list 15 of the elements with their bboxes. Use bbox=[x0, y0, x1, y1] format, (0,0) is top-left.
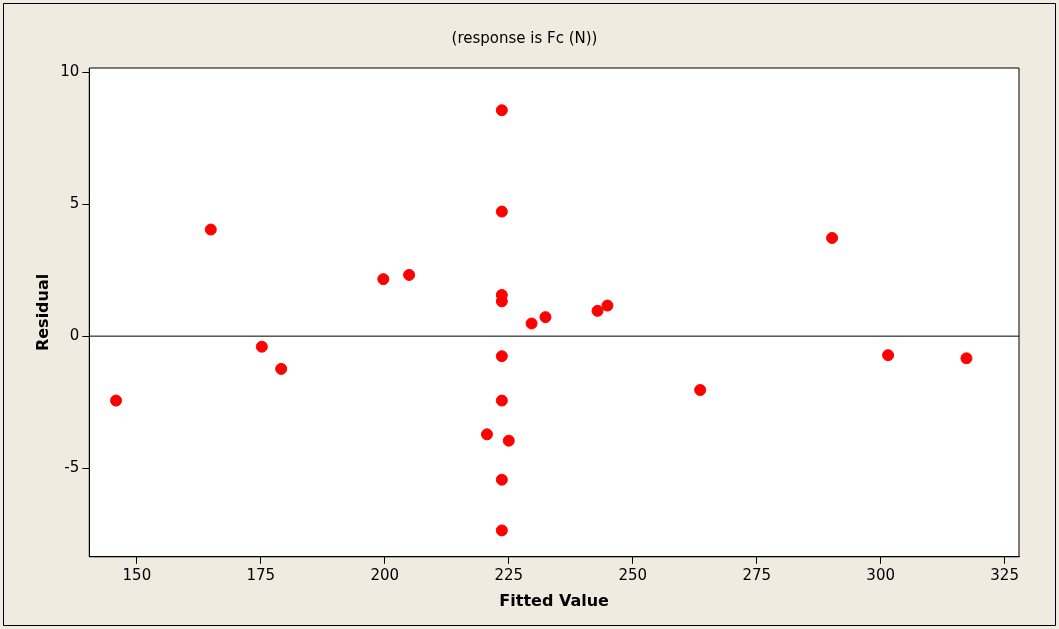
x-tick-label: 325 bbox=[990, 565, 1019, 584]
y-tick-label: 10 bbox=[60, 62, 80, 81]
x-tick-label: 200 bbox=[370, 565, 400, 584]
x-tick-label: 225 bbox=[494, 565, 524, 584]
x-tick-label: 175 bbox=[246, 565, 276, 584]
y-axis-title: Residual bbox=[32, 273, 52, 352]
y-tick-label: -5 bbox=[64, 458, 80, 477]
x-tick-label: 275 bbox=[742, 565, 772, 584]
y-tick-label: 0 bbox=[69, 326, 80, 345]
x-tick-label: 300 bbox=[866, 565, 895, 584]
y-tick-label: 5 bbox=[69, 194, 80, 213]
x-axis-title: Fitted Value bbox=[499, 590, 610, 610]
x-tick-label: 250 bbox=[618, 565, 648, 584]
chart-title: (response is Fc (N)) bbox=[451, 28, 598, 47]
x-tick-label: 150 bbox=[122, 565, 152, 584]
